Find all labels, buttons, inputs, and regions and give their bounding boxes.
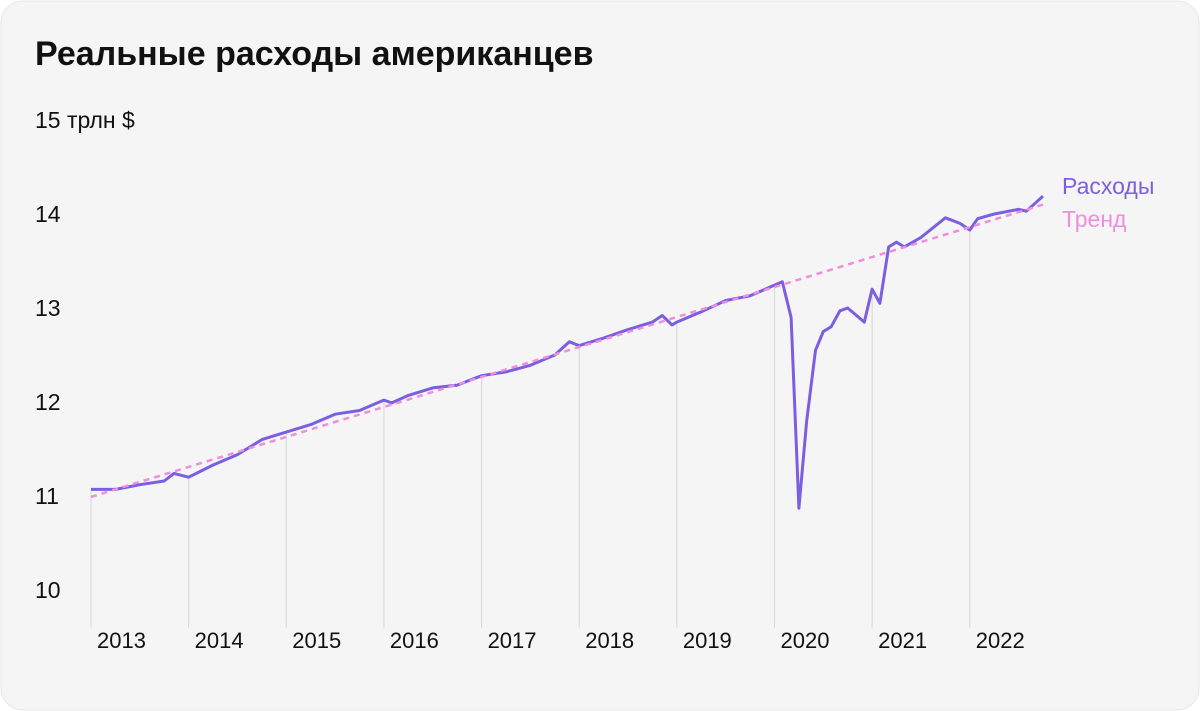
legend-label: Расходы <box>1062 173 1154 199</box>
x-tick-label: 2015 <box>292 628 341 653</box>
legend-label: Тренд <box>1062 206 1127 232</box>
series-line <box>91 194 1045 510</box>
x-tick-label: 2014 <box>195 628 244 653</box>
x-tick-label: 2021 <box>878 628 927 653</box>
x-tick-label: 2022 <box>976 628 1025 653</box>
y-tick-label: 10 <box>35 577 61 603</box>
y-tick-label: 12 <box>35 389 61 415</box>
x-tick-label: 2018 <box>585 628 634 653</box>
x-tick-label: 2017 <box>488 628 537 653</box>
grid <box>90 229 971 628</box>
y-tick-label: 15 трлн $ <box>35 107 135 133</box>
y-tick-label: 13 <box>35 295 61 321</box>
chart-title: Реальные расходы американцев <box>35 35 593 73</box>
y-tick-label: 11 <box>35 483 59 509</box>
x-tick-label: 2013 <box>97 628 146 653</box>
x-tick-label: 2020 <box>780 628 829 653</box>
y-tick-label: 14 <box>35 201 61 227</box>
x-tick-label: 2016 <box>390 628 439 653</box>
x-tick-label: 2019 <box>683 628 732 653</box>
series-line <box>90 203 1044 499</box>
plot <box>90 194 1045 510</box>
